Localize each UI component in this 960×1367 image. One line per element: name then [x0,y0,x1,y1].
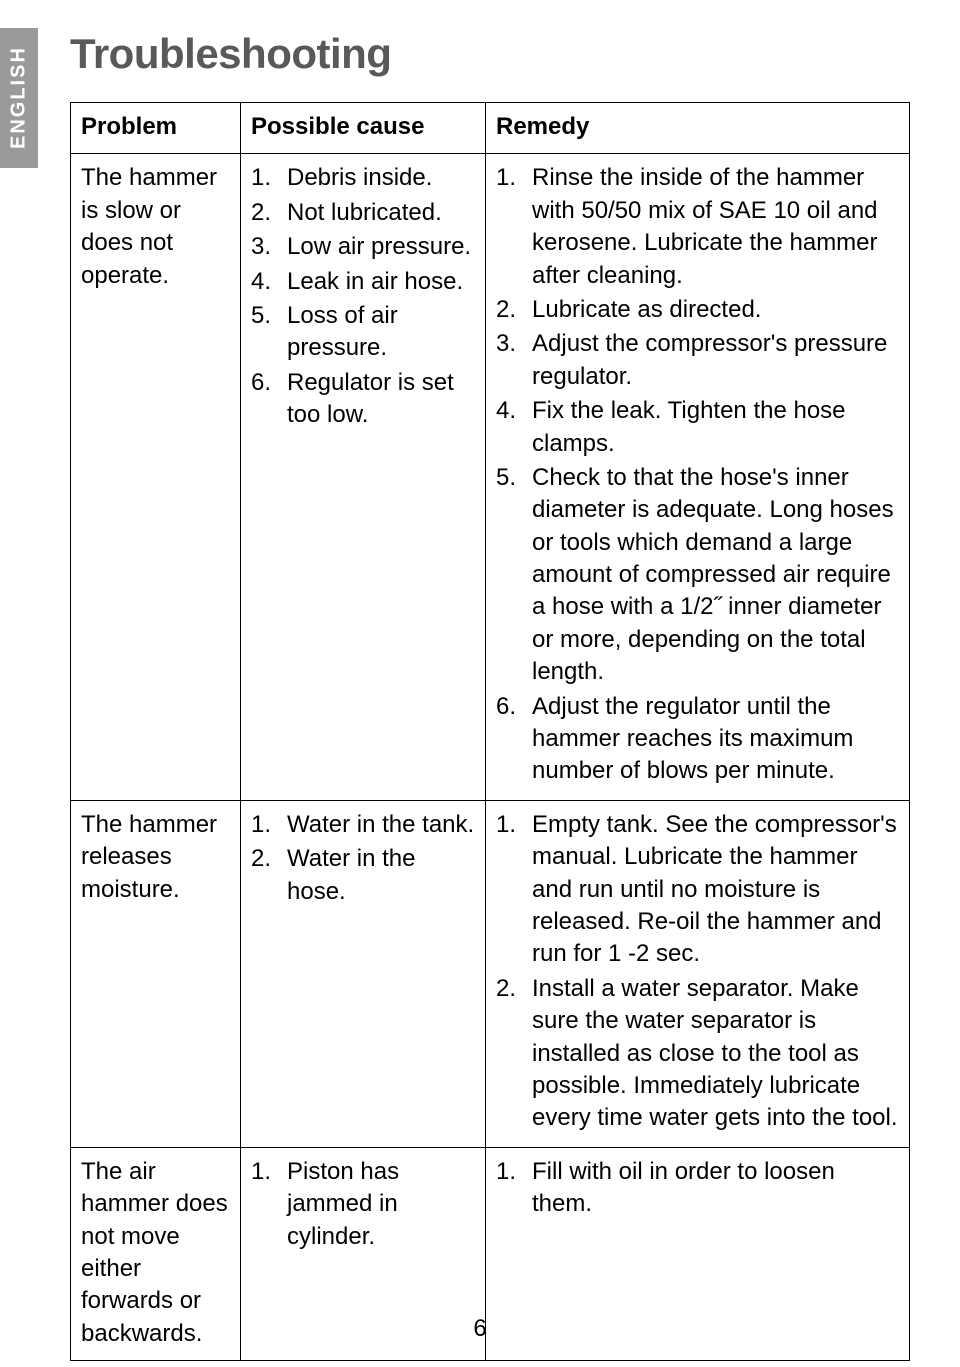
cause-list: Piston has jammed in cylinder. [251,1156,477,1253]
list-item: Not lubricated. [287,197,477,229]
list-item: Lubricate as directed. [532,294,901,326]
page-number: 6 [0,1315,960,1343]
remedy-list: Empty tank. See the compressor's manual.… [496,809,901,1135]
remedy-list: Fill with oil in order to loosen them. [496,1156,901,1221]
list-item: Install a water separator. Make sure the… [532,973,901,1135]
list-item: Fix the leak. Tighten the hose clamps. [532,395,901,460]
remedy-list: Rinse the inside of the hammer with 50/5… [496,162,901,787]
list-item: Piston has jammed in cylinder. [287,1156,477,1253]
remedy-cell: Rinse the inside of the hammer with 50/5… [486,154,910,800]
problem-cell: The hammer releases moisture. [71,800,241,1147]
table-row: The hammer releases moisture. Water in t… [71,800,910,1147]
list-item: Debris inside. [287,162,477,194]
troubleshooting-table: Problem Possible cause Remedy The hammer… [70,102,910,1361]
table-header-row: Problem Possible cause Remedy [71,103,910,154]
list-item: Adjust the compressor's pressure regulat… [532,328,901,393]
problem-cell: The hammer is slow or does not operate. [71,154,241,800]
header-problem: Problem [71,103,241,154]
list-item: Rinse the inside of the hammer with 50/5… [532,162,901,292]
list-item: Fill with oil in order to loosen them. [532,1156,901,1221]
header-remedy: Remedy [486,103,910,154]
cause-list: Debris inside. Not lubricated. Low air p… [251,162,477,431]
list-item: Water in the tank. [287,809,477,841]
list-item: Loss of air pressure. [287,300,477,365]
list-item: Leak in air hose. [287,266,477,298]
language-tab: ENGLISH [0,28,38,168]
list-item: Low air pressure. [287,231,477,263]
page-title: Troubleshooting [70,30,910,78]
header-cause: Possible cause [241,103,486,154]
cause-cell: Water in the tank. Water in the hose. [241,800,486,1147]
cause-cell: Debris inside. Not lubricated. Low air p… [241,154,486,800]
page: ENGLISH Troubleshooting Problem Possible… [0,0,960,1367]
table-row: The hammer is slow or does not operate. … [71,154,910,800]
list-item: Check to that the hose's inner diameter … [532,462,901,689]
cause-list: Water in the tank. Water in the hose. [251,809,477,908]
list-item: Regulator is set too low. [287,367,477,432]
list-item: Empty tank. See the compressor's manual.… [532,809,901,971]
list-item: Adjust the regulator until the hammer re… [532,691,901,788]
remedy-cell: Empty tank. See the compressor's manual.… [486,800,910,1147]
list-item: Water in the hose. [287,843,477,908]
